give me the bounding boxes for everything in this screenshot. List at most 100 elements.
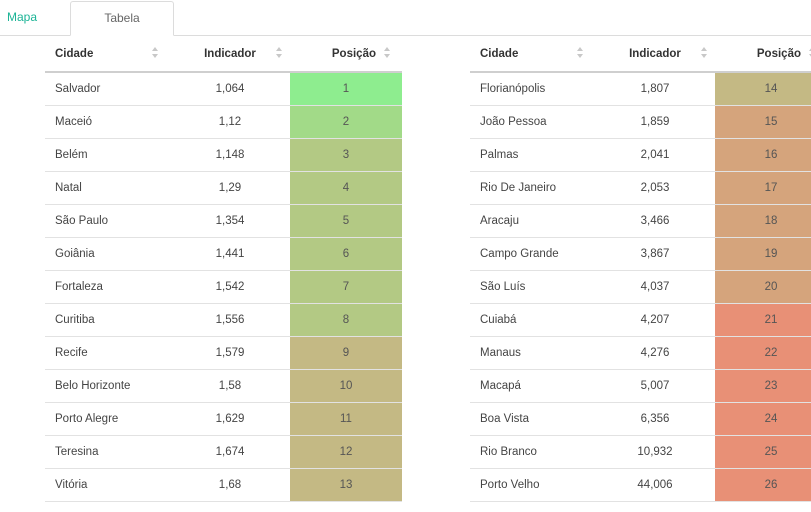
table-row: Porto Velho 44,006 26 xyxy=(470,468,811,502)
tab-tabela[interactable]: Tabela xyxy=(70,1,174,36)
sort-arrows-icon[interactable] xyxy=(276,47,284,61)
cell-city: Rio Branco xyxy=(470,435,595,469)
cell-position: 19 xyxy=(715,237,811,271)
cell-city: Aracaju xyxy=(470,204,595,238)
cell-city: Boa Vista xyxy=(470,402,595,436)
ranking-table-left: Cidade Indicador Posição Salvador 1,064 1 M… xyxy=(45,37,402,502)
cell-indicator: 1,148 xyxy=(170,138,290,172)
cell-city: Curitiba xyxy=(45,303,170,337)
cell-indicator: 4,276 xyxy=(595,336,715,370)
cell-city: Recife xyxy=(45,336,170,370)
table-row: Natal 1,29 4 xyxy=(45,171,402,205)
cell-indicator: 1,859 xyxy=(595,105,715,139)
cell-indicator: 1,12 xyxy=(170,105,290,139)
cell-indicator: 1,354 xyxy=(170,204,290,238)
column-header-city-label: Cidade xyxy=(480,48,519,60)
sort-arrows-icon[interactable] xyxy=(809,47,811,61)
column-header-indicator-label: Indicador xyxy=(204,48,256,60)
cell-city: Teresina xyxy=(45,435,170,469)
cell-position: 15 xyxy=(715,105,811,139)
cell-position: 2 xyxy=(290,105,402,139)
cell-position: 20 xyxy=(715,270,811,304)
cell-position: 24 xyxy=(715,402,811,436)
column-header-city-label: Cidade xyxy=(55,48,94,60)
cell-position: 17 xyxy=(715,171,811,205)
table-row: São Luís 4,037 20 xyxy=(470,270,811,304)
table-row: Rio Branco 10,932 25 xyxy=(470,435,811,469)
table-row: João Pessoa 1,859 15 xyxy=(470,105,811,139)
cell-indicator: 4,207 xyxy=(595,303,715,337)
cell-position: 3 xyxy=(290,138,402,172)
table-row: Manaus 4,276 22 xyxy=(470,336,811,370)
cell-indicator: 1,542 xyxy=(170,270,290,304)
cell-indicator: 1,441 xyxy=(170,237,290,271)
cell-city: Maceió xyxy=(45,105,170,139)
cell-position: 26 xyxy=(715,468,811,502)
cell-position: 22 xyxy=(715,336,811,370)
table-row: Curitiba 1,556 8 xyxy=(45,303,402,337)
cell-position: 13 xyxy=(290,468,402,502)
table-row: Aracaju 3,466 18 xyxy=(470,204,811,238)
table-row: Palmas 2,041 16 xyxy=(470,138,811,172)
table-header-row: Cidade Indicador Posição xyxy=(470,37,811,73)
table-row: Vitória 1,68 13 xyxy=(45,468,402,502)
tab-mapa[interactable]: Mapa xyxy=(6,10,38,24)
table-row: Belém 1,148 3 xyxy=(45,138,402,172)
column-header-position-label: Posição xyxy=(331,48,376,60)
cell-indicator: 1,556 xyxy=(170,303,290,337)
column-header-indicator[interactable]: Indicador xyxy=(170,37,290,73)
cell-city: Porto Alegre xyxy=(45,402,170,436)
cell-position: 1 xyxy=(290,72,402,106)
table-row: Campo Grande 3,867 19 xyxy=(470,237,811,271)
cell-city: Belo Horizonte xyxy=(45,369,170,403)
sort-arrows-icon[interactable] xyxy=(384,47,392,61)
cell-city: Salvador xyxy=(45,72,170,106)
cell-indicator: 6,356 xyxy=(595,402,715,436)
cell-position: 25 xyxy=(715,435,811,469)
cell-city: Palmas xyxy=(470,138,595,172)
cell-indicator: 4,037 xyxy=(595,270,715,304)
cell-position: 7 xyxy=(290,270,402,304)
table-row: Porto Alegre 1,629 11 xyxy=(45,402,402,436)
column-header-city[interactable]: Cidade xyxy=(45,37,170,73)
cell-indicator: 1,807 xyxy=(595,72,715,106)
cell-indicator: 44,006 xyxy=(595,468,715,502)
column-header-position[interactable]: Posição xyxy=(715,37,811,73)
table-header-row: Cidade Indicador Posição xyxy=(45,37,402,73)
cell-indicator: 5,007 xyxy=(595,369,715,403)
cell-city: São Paulo xyxy=(45,204,170,238)
table-row: Florianópolis 1,807 14 xyxy=(470,72,811,106)
cell-position: 21 xyxy=(715,303,811,337)
cell-city: Vitória xyxy=(45,468,170,502)
cell-position: 18 xyxy=(715,204,811,238)
column-header-position-label: Posição xyxy=(756,48,801,60)
cell-city: Fortaleza xyxy=(45,270,170,304)
cell-position: 5 xyxy=(290,204,402,238)
table-row: Macapá 5,007 23 xyxy=(470,369,811,403)
sort-arrows-icon[interactable] xyxy=(152,47,160,61)
column-header-indicator-label: Indicador xyxy=(629,48,681,60)
cell-city: Florianópolis xyxy=(470,72,595,106)
cell-position: 23 xyxy=(715,369,811,403)
table-row: Boa Vista 6,356 24 xyxy=(470,402,811,436)
cell-indicator: 2,041 xyxy=(595,138,715,172)
cell-indicator: 1,579 xyxy=(170,336,290,370)
cell-city: Cuiabá xyxy=(470,303,595,337)
cell-indicator: 3,466 xyxy=(595,204,715,238)
column-header-city[interactable]: Cidade xyxy=(470,37,595,73)
table-row: Teresina 1,674 12 xyxy=(45,435,402,469)
sort-arrows-icon[interactable] xyxy=(701,47,709,61)
cell-position: 11 xyxy=(290,402,402,436)
cell-indicator: 1,064 xyxy=(170,72,290,106)
column-header-indicator[interactable]: Indicador xyxy=(595,37,715,73)
cell-position: 4 xyxy=(290,171,402,205)
cell-city: Belém xyxy=(45,138,170,172)
cell-indicator: 1,674 xyxy=(170,435,290,469)
column-header-position[interactable]: Posição xyxy=(290,37,402,73)
cell-city: João Pessoa xyxy=(470,105,595,139)
sort-arrows-icon[interactable] xyxy=(577,47,585,61)
table-row: Goiânia 1,441 6 xyxy=(45,237,402,271)
cell-city: Macapá xyxy=(470,369,595,403)
table-row: São Paulo 1,354 5 xyxy=(45,204,402,238)
table-row: Rio De Janeiro 2,053 17 xyxy=(470,171,811,205)
